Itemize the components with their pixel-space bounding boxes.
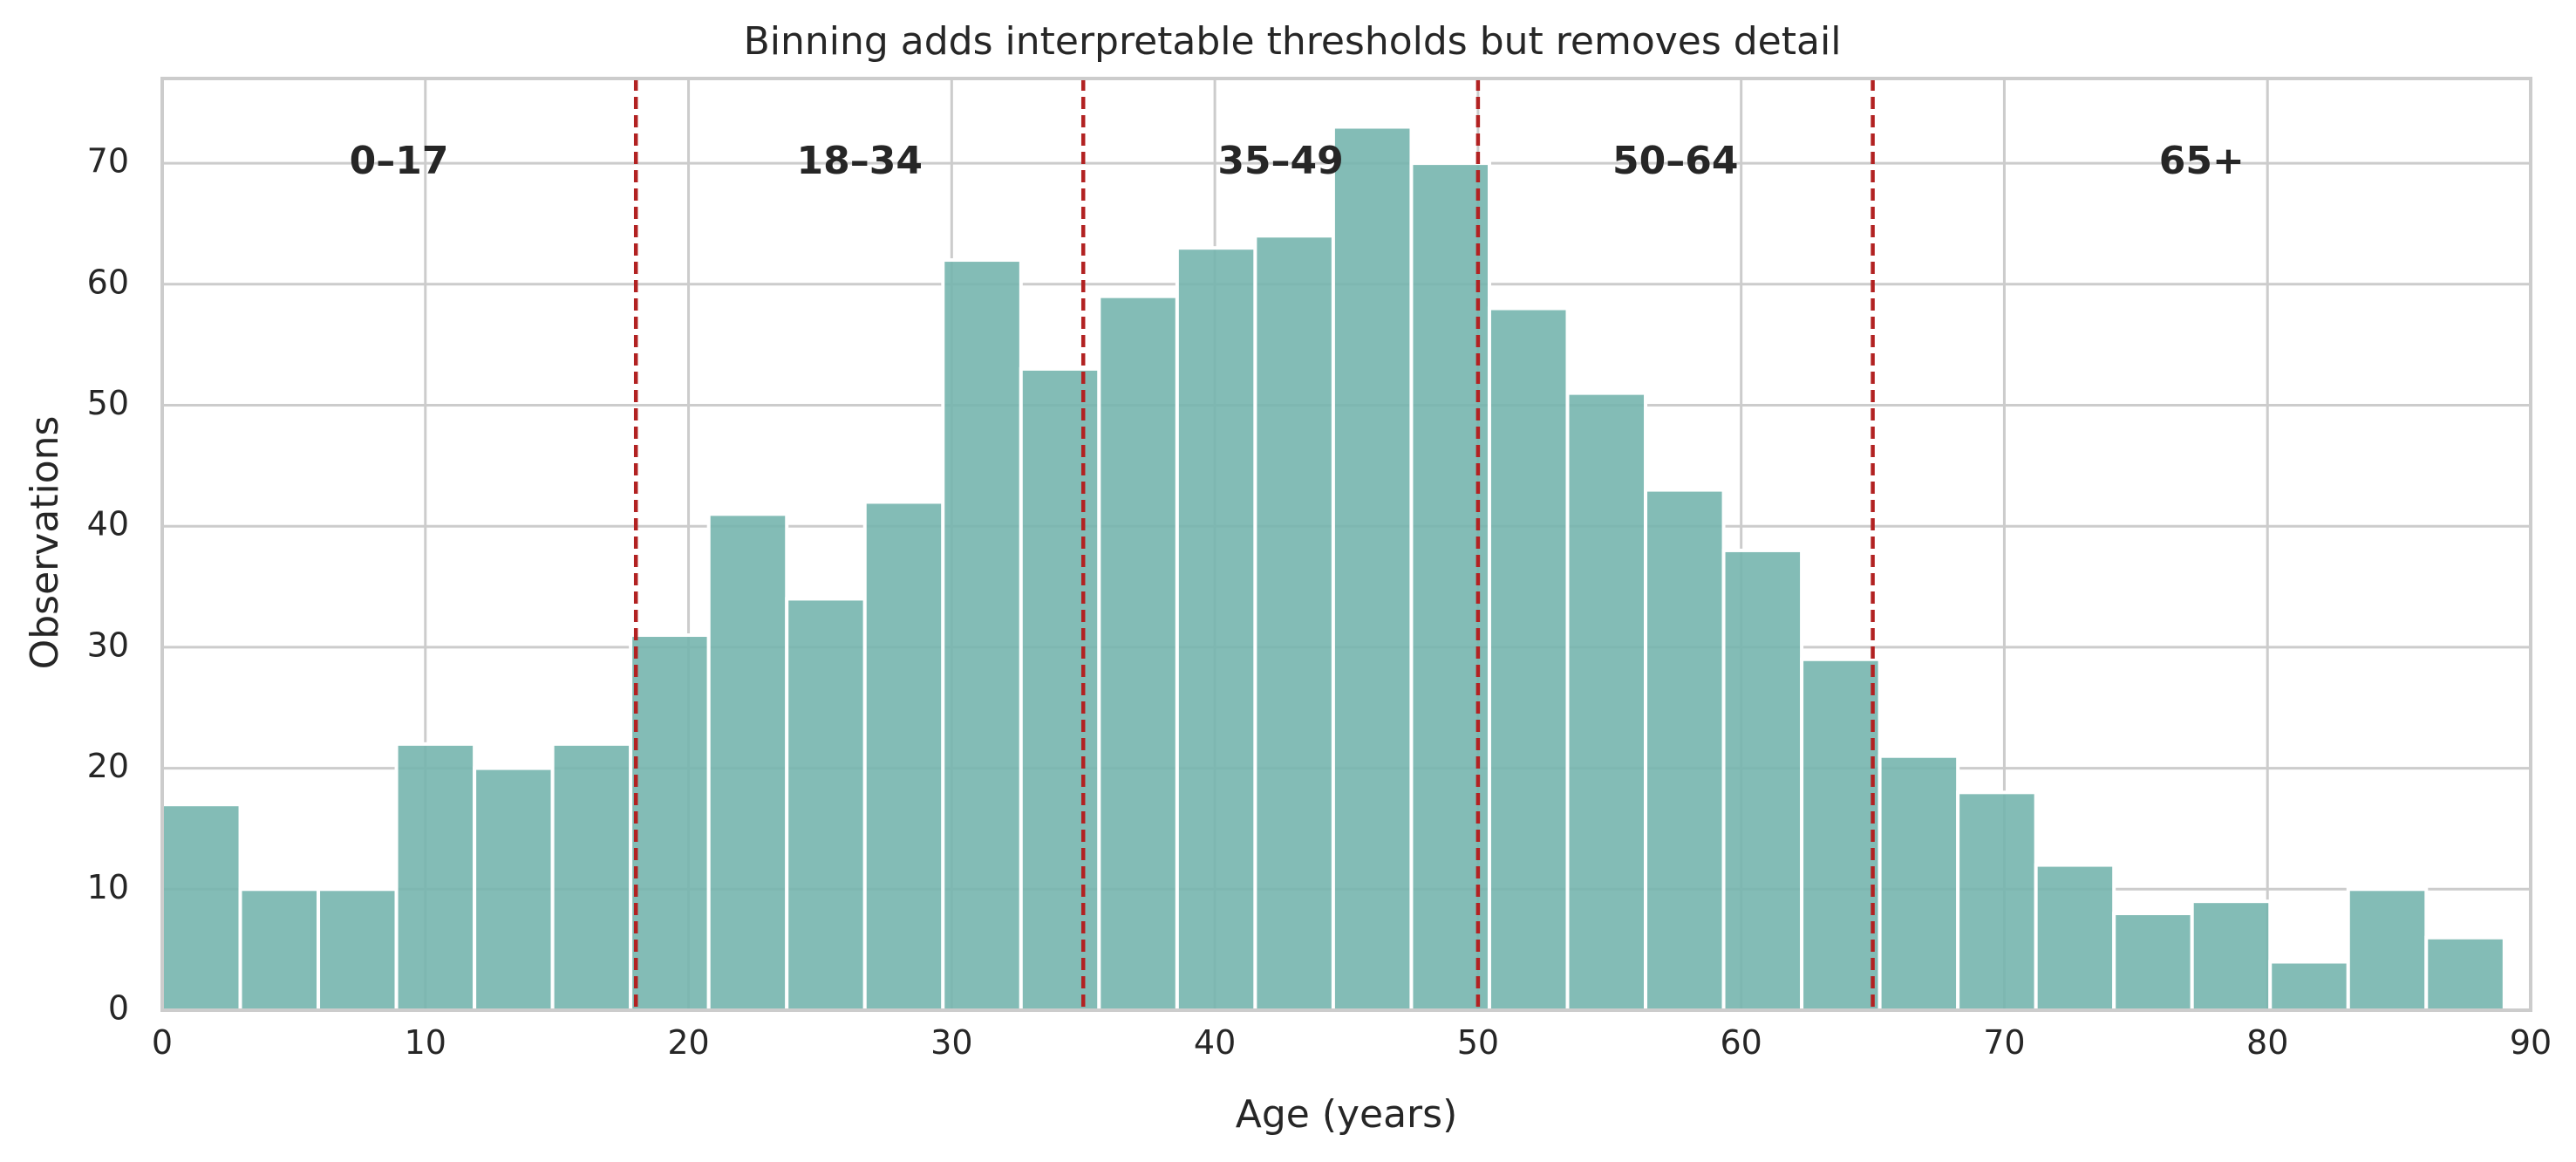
y-tick-label: 0: [108, 989, 129, 1028]
histogram-bar: [1877, 754, 1960, 1013]
x-tick-label: 50: [1457, 1023, 1499, 1062]
histogram-bar: [2346, 887, 2429, 1012]
y-tick-label: 40: [87, 505, 129, 543]
histogram-bar: [629, 633, 711, 1013]
bin-label: 35–49: [1217, 139, 1343, 183]
histogram-bar: [1721, 548, 1804, 1012]
y-tick-label: 60: [87, 263, 129, 301]
x-tick-labels: 0 10 20 30 40 50 60 70 80 90: [152, 1023, 2552, 1062]
histogram-bar: [1175, 246, 1257, 1012]
bin-label: 0–17: [350, 139, 449, 183]
x-tick-label: 0: [152, 1023, 173, 1062]
x-tick-label: 40: [1194, 1023, 1236, 1062]
histogram-bar: [2034, 863, 2116, 1013]
y-tick-label: 20: [87, 747, 129, 785]
histogram-bar: [1956, 790, 2038, 1012]
plot-frame: [160, 77, 2532, 1012]
histogram-bar: [1644, 488, 1726, 1012]
histogram-bar: [1565, 391, 1648, 1013]
x-axis-label: Age (years): [1236, 1092, 1458, 1137]
histogram-bar: [317, 887, 399, 1012]
bin-label: 18–34: [796, 139, 922, 183]
histogram-bar: [2190, 899, 2273, 1012]
histogram-bar: [941, 258, 1023, 1012]
histogram-bar: [2424, 935, 2506, 1012]
x-tick-label: 20: [667, 1023, 709, 1062]
histogram-bar: [785, 597, 867, 1012]
histogram-bar: [238, 887, 321, 1012]
histogram-bar: [2268, 960, 2350, 1013]
y-tick-label: 50: [87, 384, 129, 422]
y-tick-label: 30: [87, 625, 129, 664]
x-tick-label: 90: [2510, 1023, 2552, 1062]
x-tick-label: 10: [405, 1023, 446, 1062]
histogram-bar: [473, 766, 555, 1012]
x-tick-label: 30: [930, 1023, 972, 1062]
histogram-bar: [1331, 125, 1414, 1012]
bin-labels: 0–17 18–34 35–49 50–64 65+: [350, 139, 2245, 183]
histogram-bar: [394, 742, 477, 1012]
histogram-bar: [160, 803, 242, 1012]
histogram-bar: [2112, 912, 2194, 1012]
histogram-bar: [862, 500, 945, 1012]
y-axis-label: Observations: [23, 416, 67, 670]
histogram-bar: [1487, 306, 1570, 1012]
y-tick-label: 10: [87, 868, 129, 906]
bin-label: 50–64: [1612, 139, 1738, 183]
x-tick-label: 70: [1983, 1023, 2025, 1062]
x-tick-label: 60: [1720, 1023, 1762, 1062]
y-tick-labels: 0 10 20 30 40 50 60 70: [87, 142, 129, 1028]
histogram-bar: [1019, 366, 1101, 1012]
histogram-bar: [550, 742, 633, 1012]
threshold-lines: [633, 79, 1875, 1010]
bin-label: 65+: [2159, 139, 2245, 183]
histogram-bar: [1800, 657, 1882, 1012]
y-tick-label: 70: [87, 142, 129, 181]
x-tick-label: 80: [2246, 1023, 2288, 1062]
histogram-bar: [1253, 234, 1335, 1012]
histogram-bar: [1097, 294, 1179, 1012]
chart-title: Binning adds interpretable thresholds bu…: [744, 19, 1842, 64]
histogram-bar: [706, 512, 789, 1012]
